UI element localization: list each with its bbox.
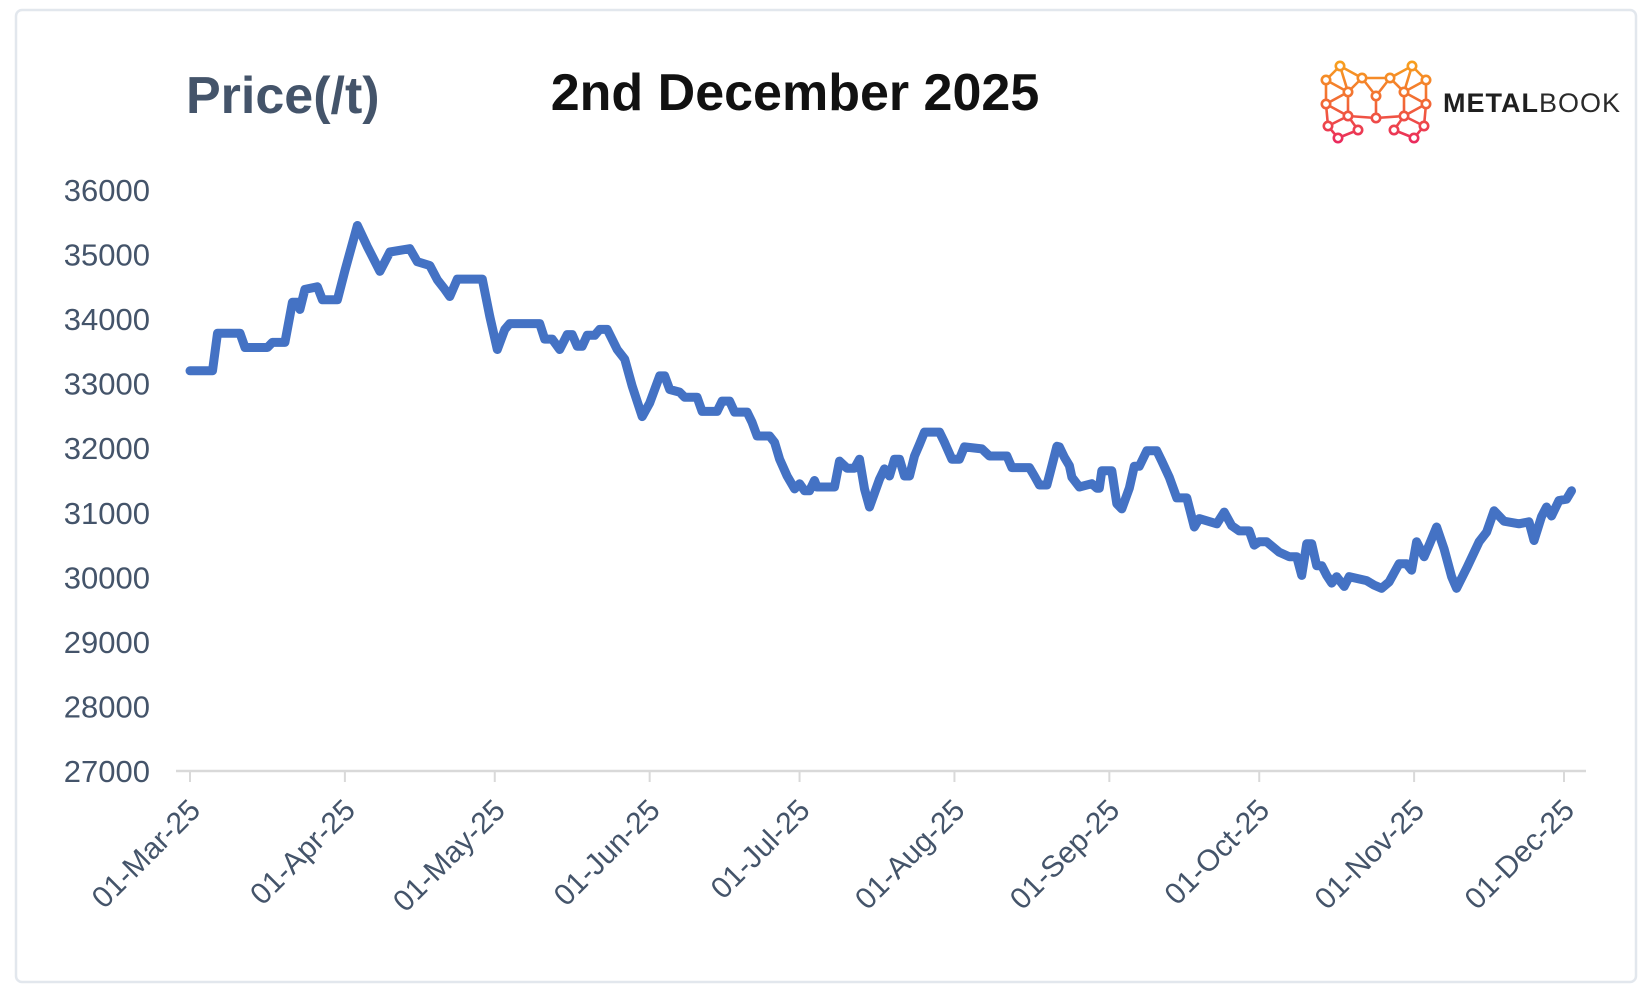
x-tick-label: 01-Apr-25 xyxy=(244,794,362,912)
svg-text:METALBOOK: METALBOOK xyxy=(1443,88,1621,118)
y-tick-label: 34000 xyxy=(64,302,150,337)
logo-text-bold: METAL xyxy=(1443,88,1539,118)
x-tick-label: 01-Sep-25 xyxy=(1004,794,1126,916)
metalbook-logo: METALBOOK xyxy=(1320,60,1621,144)
y-tick-label: 35000 xyxy=(64,238,150,273)
y-tick-label: 28000 xyxy=(64,689,150,724)
frame-border xyxy=(14,8,1638,984)
x-tick-label: 01-Jul-25 xyxy=(705,794,817,906)
x-axis xyxy=(176,769,1586,782)
x-axis-tick-labels: 01-Mar-25 01-Apr-25 01-May-25 01-Jun-25 01-J… xyxy=(86,794,1581,919)
y-tick-label: 33000 xyxy=(64,367,150,402)
x-tick-label: 01-Nov-25 xyxy=(1309,794,1431,916)
x-tick-label: 01-Dec-25 xyxy=(1459,794,1581,916)
logo-text-light: BOOK xyxy=(1539,88,1621,118)
x-tick-label: 01-Jun-25 xyxy=(548,794,667,913)
x-tick-label: 01-May-25 xyxy=(387,794,512,919)
y-tick-label: 29000 xyxy=(64,625,150,660)
chart-title: 2nd December 2025 xyxy=(551,64,1040,122)
metalbook-logo-icon xyxy=(1320,60,1432,144)
y-tick-label: 32000 xyxy=(64,431,150,466)
y-tick-label: 30000 xyxy=(64,560,150,595)
x-tick-label: 01-Oct-25 xyxy=(1159,794,1277,912)
price-line-series xyxy=(185,221,1576,593)
x-tick-label: 01-Aug-25 xyxy=(849,794,971,916)
y-tick-label: 31000 xyxy=(64,496,150,531)
x-tick-label: 01-Mar-25 xyxy=(86,794,207,915)
y-axis-tick-labels: 36000 35000 34000 33000 32000 31000 30000 29000… xyxy=(64,173,150,789)
y-tick-label: 27000 xyxy=(64,754,150,789)
y-tick-label: 36000 xyxy=(64,173,150,208)
axis-unit-label: Price(/t) xyxy=(186,67,380,125)
